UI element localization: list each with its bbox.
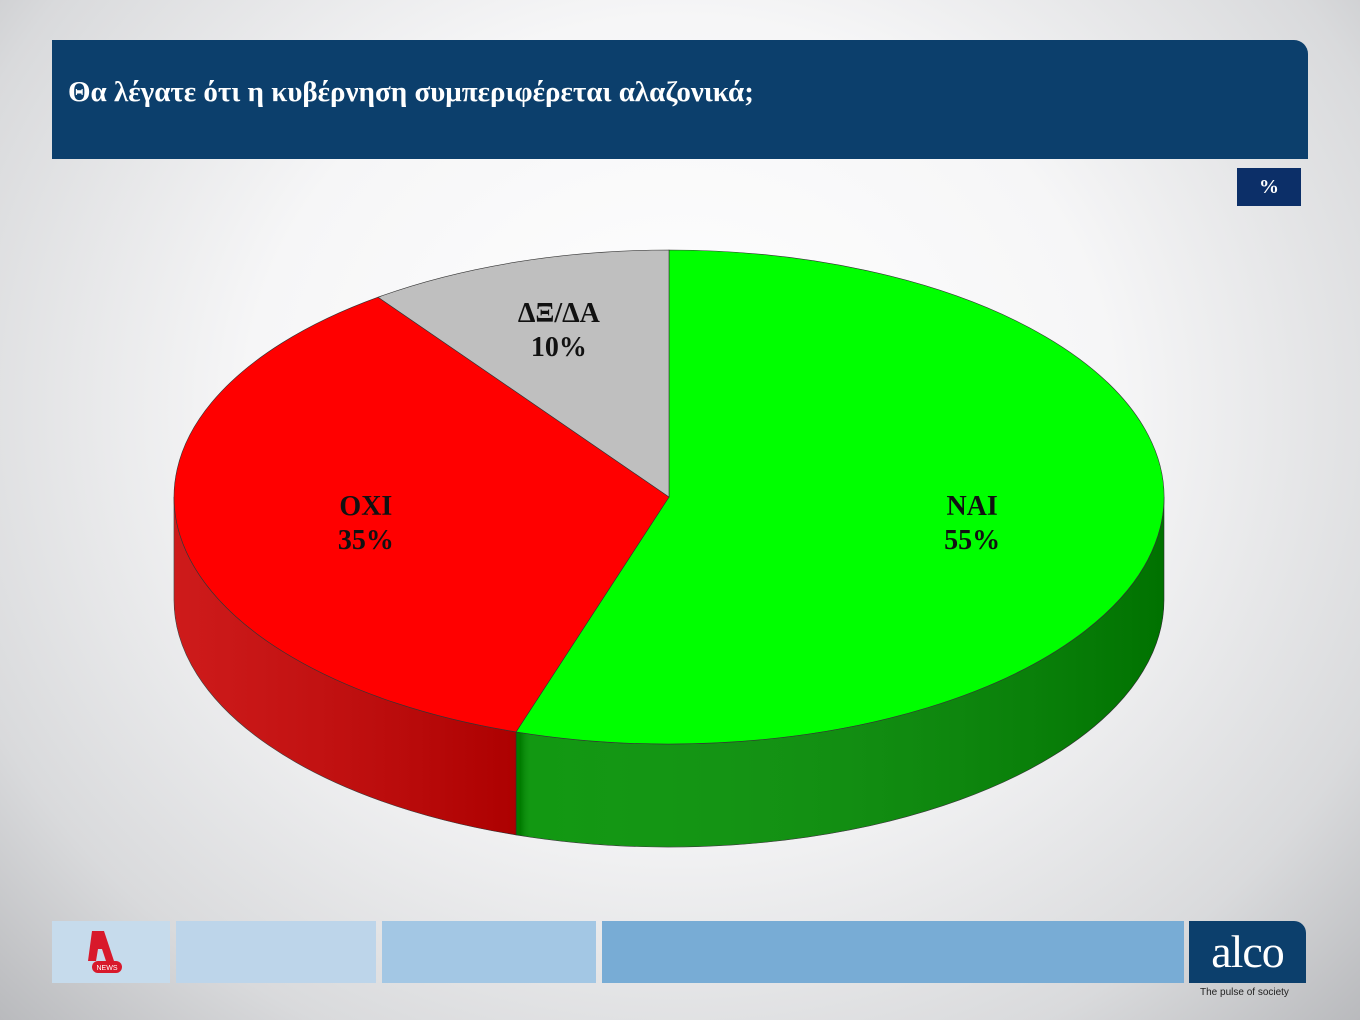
slice-value-label: 35% [338, 525, 394, 556]
alpha-news-logo-icon: NEWS [88, 931, 122, 973]
slice-label: ΟΧΙ [339, 491, 392, 522]
alpha-news-logo-box: NEWS [52, 921, 170, 983]
footer-bar-3 [602, 921, 1184, 983]
slice-label: ΔΞ/ΔΑ [518, 298, 601, 329]
slice-label: ΝΑΙ [946, 491, 997, 522]
slice-value-label: 10% [531, 332, 587, 363]
chart-title: Θα λέγατε ότι η κυβέρνηση συμπεριφέρεται… [68, 76, 754, 108]
footer-bar-2 [382, 921, 596, 983]
footer-bar-1 [176, 921, 376, 983]
title-bar: Θα λέγατε ότι η κυβέρνηση συμπεριφέρεται… [52, 40, 1308, 159]
pie-slice-2 [377, 249, 670, 498]
alco-logo: alco [1189, 921, 1306, 983]
unit-badge: % [1237, 168, 1301, 206]
pie-side-shade-1 [174, 497, 517, 835]
svg-text:NEWS: NEWS [97, 965, 118, 972]
slice-value-label: 55% [944, 525, 1000, 556]
tagline: The pulse of society [1200, 987, 1289, 998]
pie-slice-1 [173, 296, 670, 733]
pie-slice-0 [515, 249, 1165, 745]
pie-side-shade-0 [516, 497, 1164, 847]
